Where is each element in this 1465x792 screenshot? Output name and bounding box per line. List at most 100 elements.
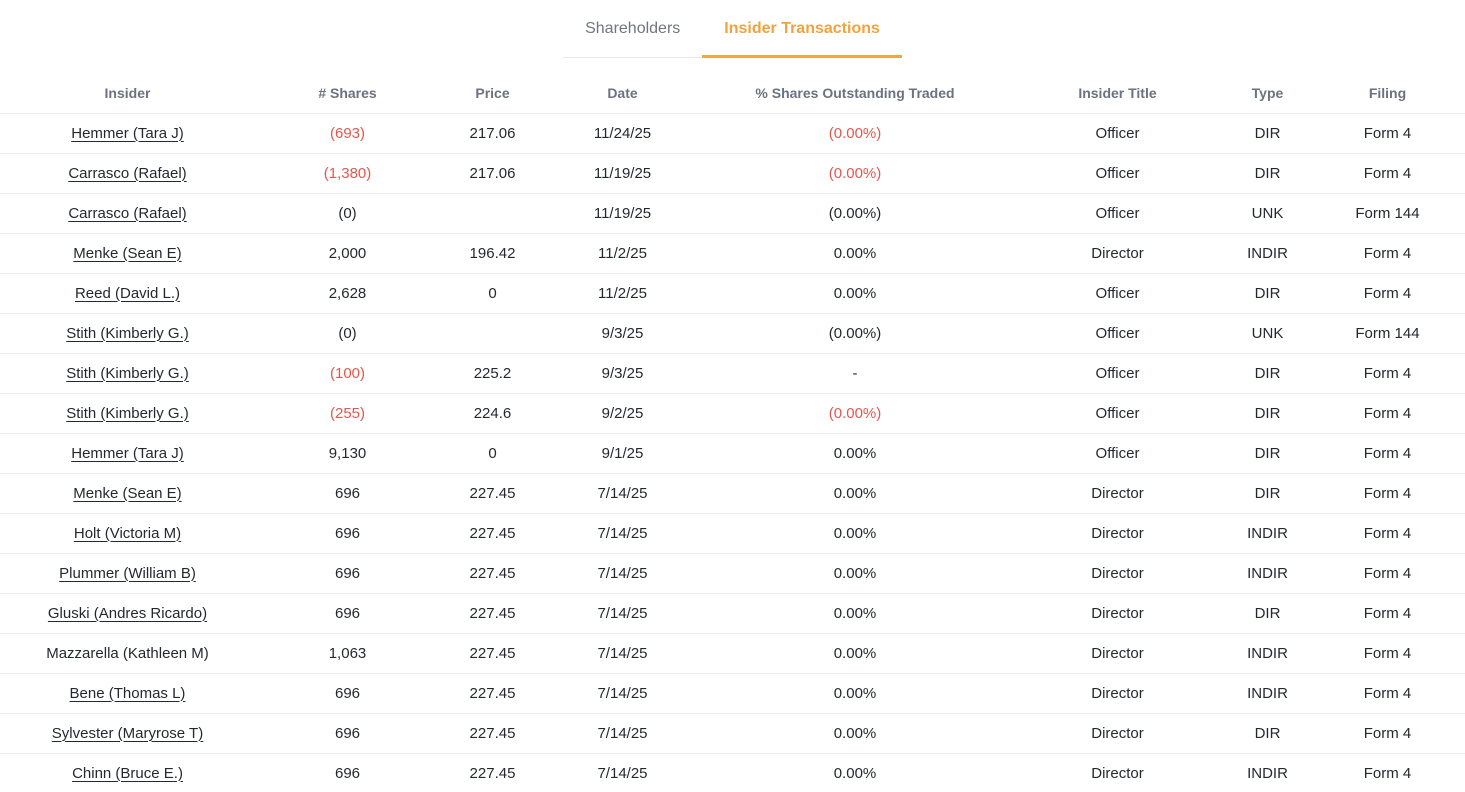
insider-link[interactable]: Reed (David L.): [74, 284, 181, 302]
insider-link[interactable]: Sylvester (Maryrose T): [51, 724, 204, 742]
cell-filing: Form 4: [1310, 233, 1465, 274]
cell-pct: (0.00%): [700, 313, 1010, 354]
cell-pct: -: [700, 353, 1010, 394]
cell-insider: Gluski (Andres Ricardo): [0, 593, 255, 634]
table-row: Stith (Kimberly G.) (0) 9/3/25 (0.00%) Offic…: [0, 313, 1465, 354]
column-header: Type: [1225, 74, 1310, 114]
cell-price: 227.45: [440, 553, 545, 594]
cell-insider: Stith (Kimberly G.): [0, 353, 255, 394]
tab-insider-transactions-label: Insider Transactions: [724, 20, 880, 37]
cell-date: 9/2/25: [545, 393, 700, 434]
cell-pct: 0.00%: [700, 753, 1010, 792]
cell-price: [440, 313, 545, 354]
tab-shareholders[interactable]: Shareholders: [563, 0, 702, 58]
cell-shares: 2,000: [255, 233, 440, 274]
cell-insider_title: Officer: [1010, 193, 1225, 234]
cell-pct: (0.00%): [700, 113, 1010, 154]
insider-link[interactable]: Plummer (William B): [59, 564, 196, 582]
cell-date: 7/14/25: [545, 513, 700, 554]
cell-insider: Menke (Sean E): [0, 473, 255, 514]
table-row: Mazzarella (Kathleen M) 1,063 227.45 7/14/2…: [0, 633, 1465, 674]
cell-insider: Stith (Kimberly G.): [0, 393, 255, 434]
insider-link[interactable]: Menke (Sean E): [73, 244, 182, 262]
cell-date: 7/14/25: [545, 753, 700, 792]
insider-link[interactable]: Bene (Thomas L): [69, 684, 186, 702]
table-row: Chinn (Bruce E.) 696 227.45 7/14/25 0.00% Dir…: [0, 753, 1465, 792]
insider-link[interactable]: Carrasco (Rafael): [68, 204, 187, 222]
table-row: Stith (Kimberly G.) (255) 224.6 9/2/25 (0.00…: [0, 393, 1465, 434]
cell-insider: Holt (Victoria M): [0, 513, 255, 554]
insider-link[interactable]: Carrasco (Rafael): [68, 164, 187, 182]
cell-shares: (255): [255, 393, 440, 434]
cell-insider_title: Director: [1010, 673, 1225, 714]
cell-insider: Menke (Sean E): [0, 233, 255, 274]
cell-insider_title: Director: [1010, 753, 1225, 792]
cell-price: 196.42: [440, 233, 545, 274]
cell-type: INDIR: [1225, 513, 1310, 554]
column-header: Filing: [1310, 74, 1465, 114]
cell-pct: 0.00%: [700, 633, 1010, 674]
table-header-row: Insider # Shares Price Date% Shares Outstan…: [0, 74, 1465, 114]
cell-date: 11/2/25: [545, 233, 700, 274]
cell-date: 7/14/25: [545, 713, 700, 754]
cell-type: DIR: [1225, 353, 1310, 394]
cell-pct: 0.00%: [700, 433, 1010, 474]
cell-pct: 0.00%: [700, 593, 1010, 634]
cell-date: 11/19/25: [545, 193, 700, 234]
cell-filing: Form 4: [1310, 553, 1465, 594]
cell-filing: Form 4: [1310, 673, 1465, 714]
table-body: Hemmer (Tara J) (693) 217.06 11/24/25 (0.00%…: [0, 113, 1465, 792]
table-row: Hemmer (Tara J) (693) 217.06 11/24/25 (0.00%…: [0, 113, 1465, 154]
cell-shares: 696: [255, 513, 440, 554]
cell-date: 11/24/25: [545, 113, 700, 154]
cell-filing: Form 4: [1310, 593, 1465, 634]
tab-insider-transactions[interactable]: Insider Transactions: [702, 0, 902, 58]
cell-pct: (0.00%): [700, 193, 1010, 234]
cell-insider: Bene (Thomas L): [0, 673, 255, 714]
cell-insider: Mazzarella (Kathleen M): [0, 633, 255, 674]
cell-price: 0: [440, 273, 545, 314]
cell-date: 9/3/25: [545, 353, 700, 394]
cell-shares: (0): [255, 313, 440, 354]
insider-link[interactable]: Stith (Kimberly G.): [66, 324, 189, 342]
cell-shares: 696: [255, 673, 440, 714]
cell-filing: Form 4: [1310, 113, 1465, 154]
cell-pct: 0.00%: [700, 473, 1010, 514]
cell-shares: 696: [255, 713, 440, 754]
cell-insider: Hemmer (Tara J): [0, 433, 255, 474]
table-row: Sylvester (Maryrose T) 696 227.45 7/14/25 0.…: [0, 713, 1465, 754]
column-header: Price: [440, 74, 545, 114]
cell-type: INDIR: [1225, 673, 1310, 714]
insider-link[interactable]: Stith (Kimberly G.): [66, 364, 189, 382]
insider-link[interactable]: Hemmer (Tara J): [71, 124, 184, 142]
column-header: % Shares Outstanding Traded: [700, 74, 1010, 114]
tab-bar: Shareholders Insider Transactions: [0, 0, 1465, 58]
cell-pct: 0.00%: [700, 273, 1010, 314]
cell-pct: 0.00%: [700, 713, 1010, 754]
cell-date: 9/3/25: [545, 313, 700, 354]
cell-date: 7/14/25: [545, 553, 700, 594]
insider-link[interactable]: Gluski (Andres Ricardo): [47, 604, 208, 622]
cell-type: DIR: [1225, 393, 1310, 434]
cell-insider_title: Director: [1010, 593, 1225, 634]
cell-type: UNK: [1225, 313, 1310, 354]
insider-link[interactable]: Holt (Victoria M): [73, 524, 182, 542]
cell-price: 227.45: [440, 473, 545, 514]
cell-insider: Sylvester (Maryrose T): [0, 713, 255, 754]
table-row: Menke (Sean E) 2,000 196.42 11/2/25 0.00% Dir…: [0, 233, 1465, 274]
cell-pct: (0.00%): [700, 393, 1010, 434]
cell-date: 7/14/25: [545, 633, 700, 674]
insider-link[interactable]: Stith (Kimberly G.): [66, 404, 189, 422]
cell-price: 227.45: [440, 713, 545, 754]
insider-link[interactable]: Chinn (Bruce E.): [72, 764, 183, 782]
table-row: Reed (David L.) 2,628 0 11/2/25 0.00% Officer…: [0, 273, 1465, 314]
cell-filing: Form 4: [1310, 273, 1465, 314]
table-row: Gluski (Andres Ricardo) 696 227.45 7/14/25 0…: [0, 593, 1465, 634]
cell-insider_title: Director: [1010, 633, 1225, 674]
cell-filing: Form 4: [1310, 153, 1465, 194]
cell-insider_title: Officer: [1010, 153, 1225, 194]
insider-link[interactable]: Hemmer (Tara J): [71, 444, 184, 462]
cell-type: DIR: [1225, 473, 1310, 514]
insider-link[interactable]: Menke (Sean E): [73, 484, 182, 502]
cell-insider_title: Director: [1010, 473, 1225, 514]
